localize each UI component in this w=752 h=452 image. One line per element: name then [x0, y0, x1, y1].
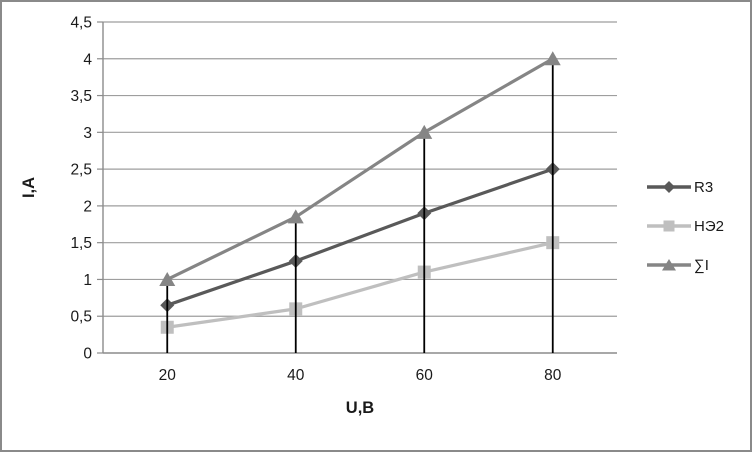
series-line	[166, 57, 554, 281]
series-line	[167, 241, 554, 329]
legend-item: R3	[646, 174, 724, 200]
diamond-marker	[663, 181, 675, 193]
square-marker	[663, 220, 675, 232]
triangle-marker	[662, 259, 676, 271]
x-tick-label: 40	[287, 367, 305, 384]
legend-label: НЭ2	[694, 217, 724, 235]
y-tick-label: 3	[83, 125, 92, 142]
series-line	[166, 167, 554, 307]
legend-item: НЭ2	[646, 213, 724, 239]
legend-item: ∑I	[646, 252, 724, 278]
x-tick-label: 80	[544, 367, 562, 384]
y-tick-label: 1	[83, 272, 92, 289]
legend-swatch	[647, 259, 691, 271]
y-tick-label: 2	[83, 198, 92, 215]
triangle-marker	[544, 51, 561, 66]
y-tick-label: 0	[83, 346, 92, 363]
triangle-marker	[416, 124, 433, 139]
legend: R3 НЭ2 ∑I	[646, 174, 724, 278]
x-axis-title: U,B	[346, 399, 375, 417]
y-tick-label: 1,5	[70, 235, 92, 252]
legend-label: ∑I	[694, 256, 709, 274]
triangle-marker	[159, 271, 176, 286]
y-tick-label: 4,5	[70, 15, 92, 32]
legend-label: R3	[694, 178, 714, 196]
y-tick-label: 2,5	[70, 162, 92, 179]
y-tick-label: 0,5	[70, 309, 92, 326]
y-axis-title: I,A	[20, 177, 38, 198]
x-tick-label: 20	[159, 367, 177, 384]
x-tick-label: 60	[416, 367, 434, 384]
triangle-marker	[287, 209, 304, 224]
y-tick-label: 4	[83, 51, 92, 68]
y-tick-label: 3,5	[70, 88, 92, 105]
legend-swatch	[647, 220, 691, 232]
legend-swatch	[647, 181, 691, 193]
